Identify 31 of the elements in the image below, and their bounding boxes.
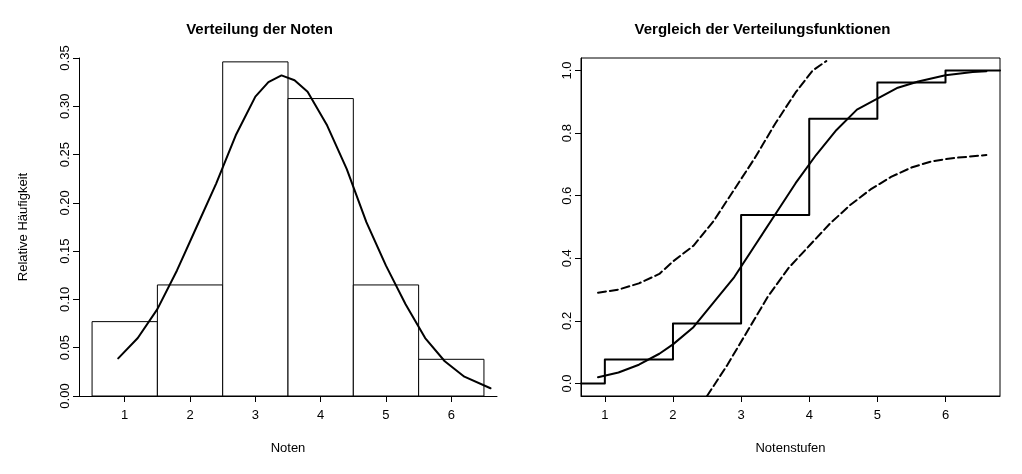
x-tick-label: 6 bbox=[941, 407, 950, 422]
y-tick-label: 1.0 bbox=[559, 61, 574, 80]
y-tick-label: 0.35 bbox=[57, 45, 72, 71]
x-tick-label: 5 bbox=[873, 407, 881, 422]
y-tick-label: 0.0 bbox=[559, 374, 574, 393]
chart-title: Vergleich der Verteilungsfunktionen bbox=[634, 20, 891, 37]
x-tick-label: 1 bbox=[121, 407, 129, 422]
y-tick-label: 0.05 bbox=[57, 335, 72, 361]
x-tick-label: 6 bbox=[447, 407, 455, 422]
x-tick-label: 3 bbox=[251, 407, 259, 422]
y-tick-label: 0.15 bbox=[57, 238, 72, 264]
y-tick-label: 0.00 bbox=[57, 383, 72, 409]
y-tick-label: 0.25 bbox=[57, 141, 72, 168]
x-tick-label: 3 bbox=[737, 407, 745, 422]
x-tick-label: 2 bbox=[669, 407, 677, 422]
x-axis-title: Notenstufen bbox=[755, 440, 826, 455]
y-tick-label: 0.20 bbox=[57, 190, 72, 216]
x-tick-label: 5 bbox=[382, 407, 390, 422]
y-tick-label: 0.2 bbox=[559, 311, 574, 330]
y-tick-label: 0.10 bbox=[57, 286, 72, 313]
x-tick-label: 4 bbox=[317, 407, 325, 422]
x-tick-label: 2 bbox=[186, 407, 194, 422]
chart-title: Verteilung der Noten bbox=[186, 20, 333, 37]
x-axis-title: Noten bbox=[270, 440, 306, 455]
y-tick-label: 0.30 bbox=[57, 93, 72, 119]
y-axis-title: Relative Häufigkeit bbox=[15, 172, 30, 282]
x-tick-label: 1 bbox=[601, 407, 609, 422]
x-tick-label: 4 bbox=[805, 407, 813, 422]
y-tick-label: 0.6 bbox=[559, 186, 574, 205]
y-tick-label: 0.8 bbox=[559, 124, 574, 143]
y-tick-label: 0.4 bbox=[559, 249, 574, 268]
